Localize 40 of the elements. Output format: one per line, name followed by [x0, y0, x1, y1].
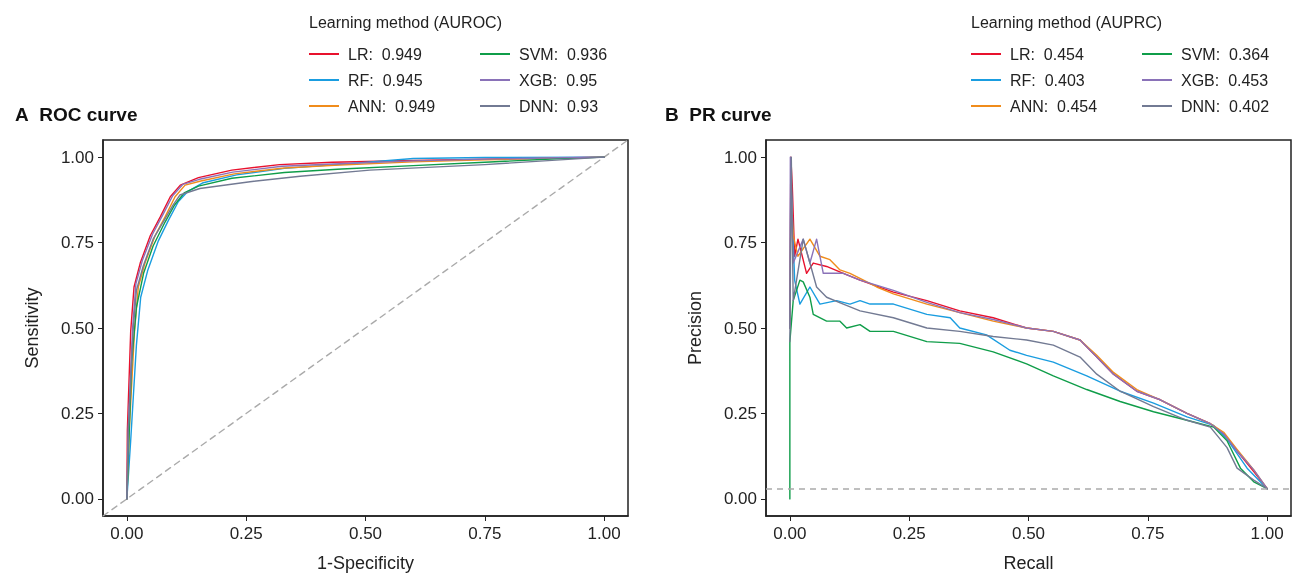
x-tick-label: 0.00	[773, 524, 807, 543]
x-tick-label: 0.75	[468, 524, 502, 543]
legend-label: LR: 0.949	[348, 45, 422, 63]
y-tick-label: 0.75	[723, 233, 757, 253]
legend-label: SVM: 0.364	[1181, 45, 1270, 63]
y-tick-label: 0.25	[60, 403, 94, 423]
y-tick-label: 1.00	[60, 147, 94, 167]
x-axis-title: Recall	[1003, 553, 1054, 573]
x-tick-label: 0.00	[110, 524, 144, 543]
legend-label: ANN: 0.949	[348, 97, 436, 115]
legend-label: RF: 0.945	[348, 71, 423, 89]
y-tick-label: 0.75	[60, 233, 94, 253]
legend-label: DNN: 0.402	[1181, 97, 1270, 115]
x-tick-label: 0.50	[1011, 524, 1046, 543]
legend-label: ANN: 0.454	[1010, 97, 1098, 115]
legend-label: XGB: 0.95	[519, 71, 598, 89]
legend-label: RF: 0.403	[1010, 71, 1085, 89]
y-tick-label: 1.00	[723, 147, 757, 167]
y-tick-label: 0.00	[723, 489, 757, 509]
legend-label: LR: 0.454	[1010, 45, 1084, 63]
legend-title: Learning method (AUPRC)	[971, 13, 1163, 31]
legend-label: SVM: 0.936	[519, 45, 608, 63]
y-tick-label: 0.50	[60, 318, 94, 338]
chart-title: A ROC curve	[15, 104, 138, 125]
legend-title: Learning method (AUROC)	[309, 13, 502, 31]
y-axis-title: Precision	[685, 290, 705, 366]
chart-title: B PR curve	[665, 104, 772, 125]
x-tick-label: 1.00	[587, 524, 621, 543]
legend-label: XGB: 0.453	[1181, 71, 1269, 89]
y-axis-title: Sensitivity	[22, 287, 42, 369]
x-tick-label: 0.25	[892, 524, 926, 543]
y-tick-label: 0.50	[723, 318, 757, 338]
y-tick-label: 0.00	[60, 489, 94, 509]
legend-label: DNN: 0.93	[519, 97, 599, 115]
y-tick-label: 0.25	[723, 403, 757, 423]
x-tick-label: 0.50	[348, 524, 383, 543]
x-tick-label: 0.75	[1131, 524, 1165, 543]
x-axis-title: 1-Specificity	[316, 553, 415, 573]
x-tick-label: 1.00	[1250, 524, 1284, 543]
x-tick-label: 0.25	[229, 524, 263, 543]
